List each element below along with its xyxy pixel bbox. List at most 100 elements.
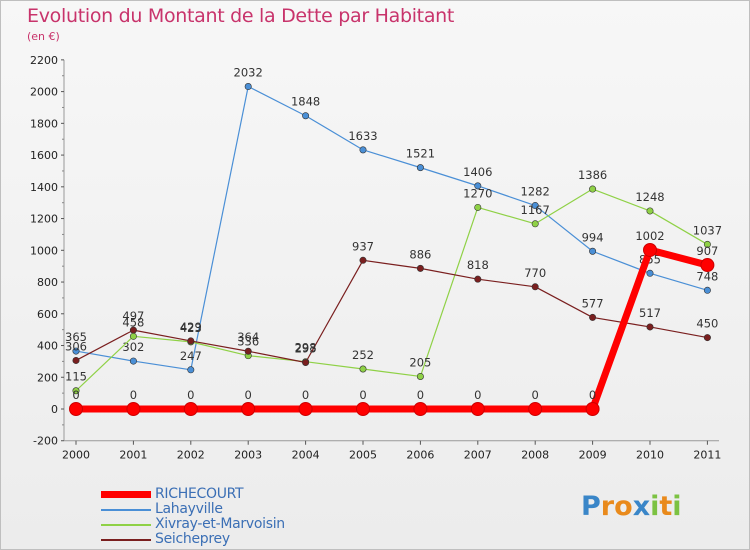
data-label-richecourt: 1002 (635, 229, 664, 243)
data-point-lahayville (646, 269, 654, 277)
logo-letter: x (632, 491, 651, 522)
data-point-richecourt (643, 242, 657, 257)
data-label-richecourt: 907 (696, 244, 718, 258)
data-point-seicheprey (416, 264, 424, 272)
legend-swatch (101, 508, 151, 511)
data-point-seicheprey (703, 334, 711, 342)
data-label-seicheprey: 770 (524, 266, 546, 280)
data-label-richecourt: 0 (187, 388, 194, 402)
data-label-seicheprey: 429 (180, 320, 202, 334)
data-point-xivray-et-marvoisin (474, 203, 482, 211)
x-tick-label: 2007 (464, 449, 492, 462)
data-label-seicheprey: 577 (582, 296, 604, 310)
x-tick-label: 2000 (62, 449, 90, 462)
legend-label: RICHECOURT (155, 486, 244, 502)
data-point-xivray-et-marvoisin (416, 372, 424, 380)
logo-letter: r (600, 491, 615, 522)
y-tick-label: 1200 (30, 213, 58, 226)
legend-swatch (101, 491, 151, 498)
x-tick-label: 2009 (579, 449, 607, 462)
x-tick-label: 2005 (349, 449, 377, 462)
data-point-seicheprey (129, 326, 137, 334)
data-label-richecourt: 0 (72, 388, 79, 402)
x-tick-label: 2010 (636, 449, 664, 462)
series-line-lahayville (75, 85, 708, 371)
y-tick-label: 2000 (30, 86, 58, 99)
x-tick-label: 2003 (234, 449, 262, 462)
data-label-lahayville: 365 (65, 330, 87, 344)
y-tick-label: 200 (37, 371, 58, 384)
data-label-seicheprey: 450 (696, 317, 718, 331)
data-label-lahayville: 994 (582, 230, 604, 244)
y-tick-label: 600 (37, 308, 58, 321)
y-tick-label: 1600 (30, 149, 58, 162)
data-label-xivray-et-marvoisin: 1386 (578, 168, 607, 182)
y-tick-label: -200 (33, 435, 58, 448)
data-label-richecourt: 0 (474, 388, 481, 402)
data-point-richecourt (528, 402, 543, 416)
data-label-richecourt: 0 (417, 388, 424, 402)
logo-letter: i (672, 491, 682, 522)
unit-label: (en €) (27, 30, 60, 43)
data-point-seicheprey (72, 356, 80, 364)
data-label-xivray-et-marvoisin: 1037 (693, 223, 722, 237)
y-tick-label: 1800 (30, 117, 58, 130)
data-point-xivray-et-marvoisin (589, 185, 597, 193)
legend-item-xivray-et-marvoisin: Xivray-et-Marvoisin (101, 517, 285, 532)
data-label-xivray-et-marvoisin: 1270 (463, 186, 492, 200)
y-tick-label: 2200 (30, 54, 58, 67)
data-point-richecourt (241, 402, 256, 416)
data-point-richecourt (298, 402, 313, 416)
data-point-xivray-et-marvoisin (531, 220, 539, 228)
data-point-richecourt (126, 402, 141, 416)
series-line-xivray-et-marvoisin (75, 188, 708, 392)
legend-item-lahayville: Lahayville (101, 502, 285, 517)
logo-letter: i (650, 491, 660, 522)
data-label-lahayville: 1521 (406, 147, 435, 161)
data-point-lahayville (531, 202, 539, 210)
data-label-richecourt: 0 (245, 388, 252, 402)
data-label-lahayville: 2032 (234, 66, 263, 80)
data-label-lahayville: 748 (696, 269, 718, 283)
data-label-lahayville: 302 (122, 340, 144, 354)
data-point-seicheprey (474, 275, 482, 283)
chart-title: Evolution du Montant de la Dette par Hab… (27, 5, 455, 27)
x-tick-label: 2011 (693, 449, 721, 462)
data-label-lahayville: 247 (180, 349, 202, 363)
data-label-xivray-et-marvoisin: 252 (352, 348, 374, 362)
data-point-lahayville (703, 286, 711, 294)
legend-swatch (101, 538, 151, 541)
x-tick-label: 2006 (406, 449, 434, 462)
data-label-richecourt: 0 (532, 388, 539, 402)
data-point-xivray-et-marvoisin (129, 332, 137, 340)
data-point-lahayville (129, 357, 137, 365)
data-point-richecourt (69, 402, 83, 416)
logo-letter: o (614, 491, 633, 522)
data-point-lahayville (359, 146, 367, 154)
data-point-seicheprey (531, 283, 539, 291)
series-line-seicheprey (75, 259, 708, 364)
data-label-seicheprey: 293 (295, 342, 317, 356)
legend-label: Seicheprey (155, 531, 230, 547)
data-label-xivray-et-marvoisin: 1167 (521, 203, 550, 217)
logo-letter: P (581, 491, 601, 522)
data-label-richecourt: 0 (589, 388, 596, 402)
data-label-xivray-et-marvoisin: 1248 (635, 190, 664, 204)
data-point-richecourt (700, 258, 715, 273)
data-label-xivray-et-marvoisin: 458 (122, 315, 144, 329)
data-point-seicheprey (359, 256, 367, 264)
data-label-lahayville: 1848 (291, 95, 320, 109)
data-point-lahayville (72, 347, 80, 355)
data-label-richecourt: 0 (302, 388, 309, 402)
data-point-richecourt (585, 402, 600, 416)
data-label-seicheprey: 886 (409, 247, 431, 261)
data-point-richecourt (183, 402, 198, 416)
data-point-xivray-et-marvoisin (646, 207, 654, 215)
data-point-lahayville (187, 366, 195, 374)
data-label-seicheprey: 818 (467, 258, 489, 272)
data-label-seicheprey: 517 (639, 306, 661, 320)
data-point-seicheprey (244, 347, 252, 355)
proxiti-logo: Proxiti (581, 491, 682, 522)
